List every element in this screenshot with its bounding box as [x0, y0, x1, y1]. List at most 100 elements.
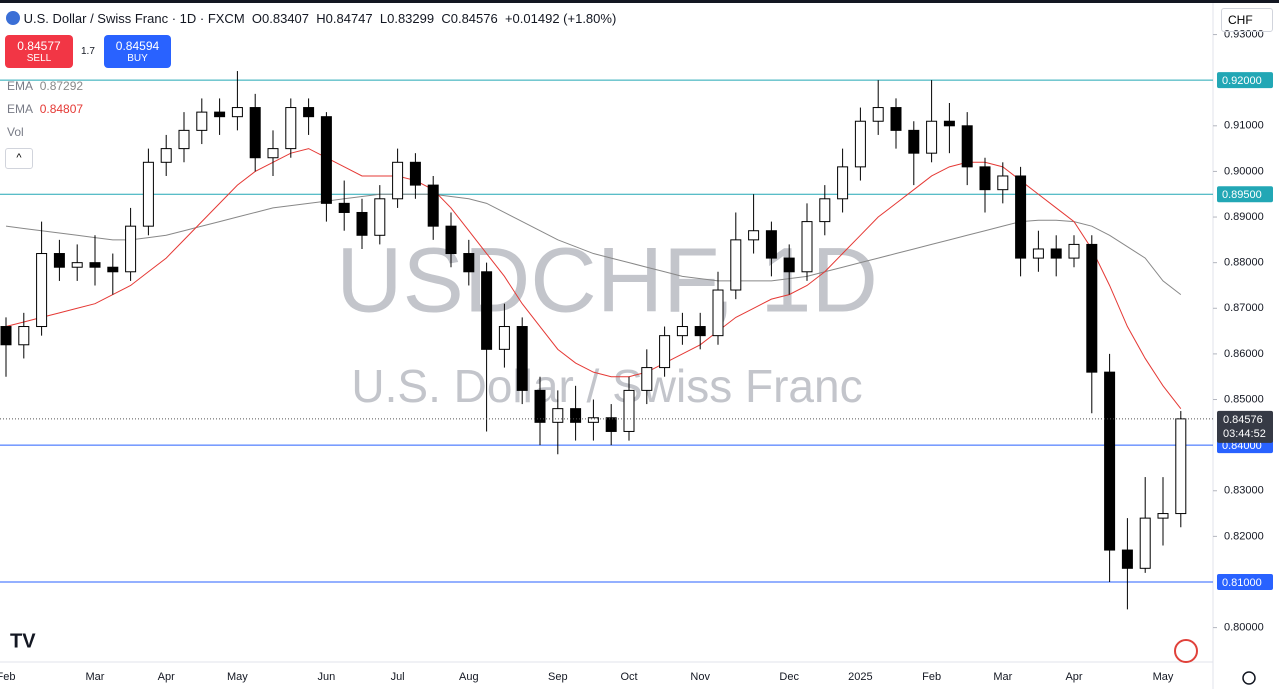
- candle-body: [338, 202, 350, 213]
- h-value: 0.84747: [325, 11, 373, 26]
- candle-body: [320, 116, 332, 204]
- candle-body: [997, 175, 1009, 191]
- candle-body: [178, 129, 190, 150]
- vol-legend: Vol: [7, 125, 24, 139]
- y-tick-label: 0.89000: [1224, 211, 1264, 223]
- candle-body: [1157, 513, 1169, 519]
- candle-body: [926, 120, 938, 154]
- candle-body: [1086, 243, 1098, 373]
- x-tick-label: Jul: [391, 671, 405, 683]
- y-tick-label: 0.91000: [1224, 120, 1264, 132]
- ema-legend-2: EMA 0.84807: [7, 102, 83, 116]
- y-tick-label: 0.87000: [1224, 302, 1264, 314]
- candle-body: [854, 120, 866, 168]
- candle-body: [1050, 248, 1062, 259]
- spread: 1.7: [81, 46, 95, 57]
- x-tick-label: Mar: [993, 671, 1012, 683]
- candle-body: [303, 107, 315, 118]
- level-label: 0.84000: [1222, 440, 1262, 452]
- candle-body: [160, 148, 172, 163]
- level-box: [1217, 72, 1273, 89]
- candle-body: [801, 221, 813, 273]
- candle-body: [89, 262, 101, 268]
- candle-body: [267, 148, 279, 159]
- candle-body: [908, 129, 920, 154]
- x-tick-label: Oct: [620, 671, 637, 683]
- level-label: 0.89500: [1222, 189, 1262, 201]
- candle-body: [481, 271, 493, 350]
- candle-body: [249, 107, 261, 159]
- x-tick-label: Apr: [158, 671, 175, 683]
- sell-label: SELL: [26, 53, 52, 64]
- ema-value: 0.87292: [39, 79, 84, 93]
- change: +0.01492 (+1.80%): [504, 11, 617, 26]
- sell-price: 0.84577: [17, 39, 61, 53]
- buy-button[interactable]: 0.84594 BUY: [104, 35, 171, 68]
- candle-body: [587, 417, 599, 423]
- candle-body: [231, 107, 243, 118]
- candle-body: [107, 266, 119, 273]
- ema-value: 0.84807: [39, 102, 84, 116]
- candle-body: [125, 225, 137, 273]
- candle-body: [0, 326, 12, 346]
- candle-body: [214, 111, 226, 118]
- x-tick-label: Mar: [86, 671, 105, 683]
- x-tick-label: Jun: [318, 671, 336, 683]
- y-tick-label: 0.86000: [1224, 348, 1264, 360]
- collapse-button[interactable]: ^: [5, 148, 33, 169]
- candle-body: [623, 389, 635, 432]
- header: U.S. Dollar / Swiss Franc · 1D · FXCM O0…: [6, 11, 616, 26]
- ema-line: [5, 193, 1182, 295]
- candle-body: [943, 120, 955, 127]
- candle-body: [605, 417, 617, 432]
- candle-body: [890, 107, 902, 131]
- ema-name: EMA: [7, 79, 34, 93]
- candle-body: [1068, 243, 1080, 259]
- candle-body: [18, 326, 30, 346]
- o-label: O: [251, 11, 263, 26]
- candle-body: [196, 111, 208, 131]
- y-tick-label: 0.88000: [1224, 257, 1264, 269]
- top-bar: [0, 0, 1279, 3]
- c-value: 0.84576: [450, 11, 498, 26]
- candle-body: [730, 239, 742, 291]
- settings-icon[interactable]: [1242, 671, 1256, 685]
- candle-body: [961, 125, 973, 168]
- h-label: H: [316, 11, 326, 26]
- level-label: 0.81000: [1222, 577, 1262, 589]
- candle-body: [374, 198, 386, 236]
- candle-body: [570, 408, 582, 423]
- candle-body: [872, 107, 884, 122]
- level-box: [1217, 186, 1273, 203]
- currency-button[interactable]: CHF: [1221, 8, 1273, 32]
- candle-body: [694, 326, 706, 337]
- last-price-box: [1217, 410, 1273, 443]
- candle-body: [71, 262, 83, 268]
- x-tick-label: Nov: [690, 671, 710, 683]
- candle-body: [979, 166, 991, 191]
- countdown: 03:44:52: [1223, 428, 1266, 440]
- candle-body: [819, 198, 831, 223]
- x-tick-label: Dec: [779, 671, 799, 683]
- watermark-sub: U.S. Dollar / Swiss Franc: [351, 360, 862, 412]
- candle-body: [837, 166, 849, 200]
- x-tick-label: Feb: [0, 671, 15, 683]
- candle-body: [1121, 549, 1133, 569]
- candle-body: [552, 408, 564, 423]
- x-tick-label: May: [1153, 671, 1174, 683]
- x-tick-label: Aug: [459, 671, 479, 683]
- candle-body: [1015, 175, 1027, 259]
- sell-button[interactable]: 0.84577 SELL: [5, 35, 73, 68]
- candle-body: [409, 161, 421, 186]
- candle-body: [53, 253, 65, 268]
- candle-body: [676, 326, 688, 337]
- tv-logo: TV: [10, 630, 36, 652]
- x-tick-label: May: [227, 671, 248, 683]
- buy-price: 0.84594: [115, 39, 160, 53]
- candle-body: [392, 161, 404, 200]
- x-tick-label: Sep: [548, 671, 568, 683]
- candle-body: [427, 184, 439, 227]
- x-tick-label: Feb: [922, 671, 941, 683]
- candle-body: [712, 289, 724, 337]
